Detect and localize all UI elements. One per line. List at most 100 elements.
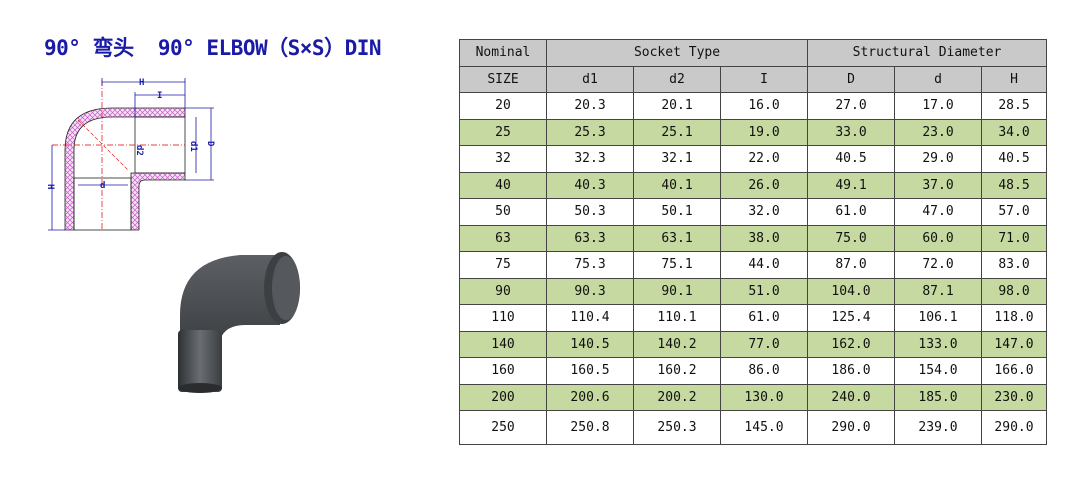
table-row: 20 20.3 20.1 16.0 27.0 17.0 28.5: [459, 92, 1047, 120]
cell-i: 19.0: [720, 118, 808, 146]
cell-h: 71.0: [981, 224, 1047, 252]
cell-h: 83.0: [981, 251, 1047, 279]
cell-d: 186.0: [807, 357, 895, 385]
cell-d: 33.0: [807, 118, 895, 146]
cell-d: 27.0: [807, 92, 895, 120]
cell-size: 40: [459, 171, 547, 199]
cell-h: 57.0: [981, 198, 1047, 226]
cell-d2: 63.1: [633, 224, 721, 252]
cell-d: 290.0: [807, 410, 895, 445]
table-row: 25 25.3 25.1 19.0 33.0 23.0 34.0: [459, 118, 1047, 146]
cell-d: 87.0: [807, 251, 895, 279]
header-structural-diameter: Structural Diameter: [807, 39, 1047, 67]
cell-d2: 50.1: [633, 198, 721, 226]
page-title: 90° 弯头 90° ELBOW（S×S）DIN: [44, 36, 382, 60]
header-size: SIZE: [459, 65, 547, 93]
cell-d1: 110.4: [546, 304, 634, 332]
cell-d: 185.0: [894, 383, 982, 411]
cell-d: 23.0: [894, 118, 982, 146]
header-D: D: [807, 65, 895, 93]
cell-size: 140: [459, 330, 547, 358]
cell-d1: 140.5: [546, 330, 634, 358]
header-socket-type: Socket Type: [546, 39, 808, 67]
cell-h: 48.5: [981, 171, 1047, 199]
cell-i: 51.0: [720, 277, 808, 305]
cell-d2: 200.2: [633, 383, 721, 411]
cell-d1: 250.8: [546, 410, 634, 445]
cell-h: 166.0: [981, 357, 1047, 385]
cell-d2: 25.1: [633, 118, 721, 146]
cell-h: 118.0: [981, 304, 1047, 332]
cell-d: 49.1: [807, 171, 895, 199]
cell-i: 32.0: [720, 198, 808, 226]
cell-h: 34.0: [981, 118, 1047, 146]
cell-d: 29.0: [894, 145, 982, 173]
cell-size: 250: [459, 410, 547, 445]
cell-d: 125.4: [807, 304, 895, 332]
label-I: I: [157, 91, 162, 101]
label-H-left: H: [45, 184, 55, 189]
cell-size: 50: [459, 198, 547, 226]
cell-d1: 160.5: [546, 357, 634, 385]
table-row: 75 75.3 75.1 44.0 87.0 72.0 83.0: [459, 251, 1047, 279]
table-row: 140 140.5 140.2 77.0 162.0 133.0 147.0: [459, 330, 1047, 358]
cell-size: 75: [459, 251, 547, 279]
cell-d1: 90.3: [546, 277, 634, 305]
cell-d2: 110.1: [633, 304, 721, 332]
cell-d2: 90.1: [633, 277, 721, 305]
cell-h: 98.0: [981, 277, 1047, 305]
cell-i: 86.0: [720, 357, 808, 385]
cell-d2: 32.1: [633, 145, 721, 173]
elbow-product-photo: [178, 252, 300, 393]
cell-d2: 75.1: [633, 251, 721, 279]
cell-d1: 25.3: [546, 118, 634, 146]
cell-size: 32: [459, 145, 547, 173]
table-row: 50 50.3 50.1 32.0 61.0 47.0 57.0: [459, 198, 1047, 226]
cell-d: 61.0: [807, 198, 895, 226]
cell-d: 104.0: [807, 277, 895, 305]
label-d2: d2: [134, 145, 144, 156]
cell-h: 147.0: [981, 330, 1047, 358]
cell-d1: 20.3: [546, 92, 634, 120]
label-d1: d1: [188, 141, 198, 152]
cell-size: 20: [459, 92, 547, 120]
label-D: D: [205, 141, 215, 147]
dimensions-table: Nominal Socket Type Structural Diameter …: [459, 39, 1047, 445]
table-row: 63 63.3 63.1 38.0 75.0 60.0 71.0: [459, 224, 1047, 252]
cell-d2: 40.1: [633, 171, 721, 199]
cell-i: 16.0: [720, 92, 808, 120]
cell-d1: 75.3: [546, 251, 634, 279]
cell-d: 162.0: [807, 330, 895, 358]
cell-d: 17.0: [894, 92, 982, 120]
cell-d: 72.0: [894, 251, 982, 279]
cell-i: 77.0: [720, 330, 808, 358]
cell-h: 290.0: [981, 410, 1047, 445]
cell-d: 47.0: [894, 198, 982, 226]
cell-h: 40.5: [981, 145, 1047, 173]
cell-size: 25: [459, 118, 547, 146]
cell-d: 154.0: [894, 357, 982, 385]
table-row: 90 90.3 90.1 51.0 104.0 87.1 98.0: [459, 277, 1047, 305]
cell-h: 28.5: [981, 92, 1047, 120]
label-H-top: H: [139, 78, 144, 88]
cell-d: 40.5: [807, 145, 895, 173]
cell-d: 75.0: [807, 224, 895, 252]
cell-d2: 160.2: [633, 357, 721, 385]
elbow-cross-section-diagram: H I d2 d1 D d H: [45, 78, 215, 231]
header-nominal: Nominal: [459, 39, 547, 67]
column-header-row: SIZE d1 d2 I D d H: [459, 65, 1047, 93]
cell-size: 160: [459, 357, 547, 385]
table-row: 250 250.8 250.3 145.0 290.0 239.0 290.0: [459, 410, 1047, 445]
header-d1: d1: [546, 65, 634, 93]
cell-i: 38.0: [720, 224, 808, 252]
table-row: 110 110.4 110.1 61.0 125.4 106.1 118.0: [459, 304, 1047, 332]
table-row: 200 200.6 200.2 130.0 240.0 185.0 230.0: [459, 383, 1047, 411]
cell-i: 26.0: [720, 171, 808, 199]
cell-d1: 32.3: [546, 145, 634, 173]
cell-i: 130.0: [720, 383, 808, 411]
cell-size: 110: [459, 304, 547, 332]
label-d: d: [100, 181, 105, 191]
cell-i: 61.0: [720, 304, 808, 332]
cell-size: 63: [459, 224, 547, 252]
cell-h: 230.0: [981, 383, 1047, 411]
